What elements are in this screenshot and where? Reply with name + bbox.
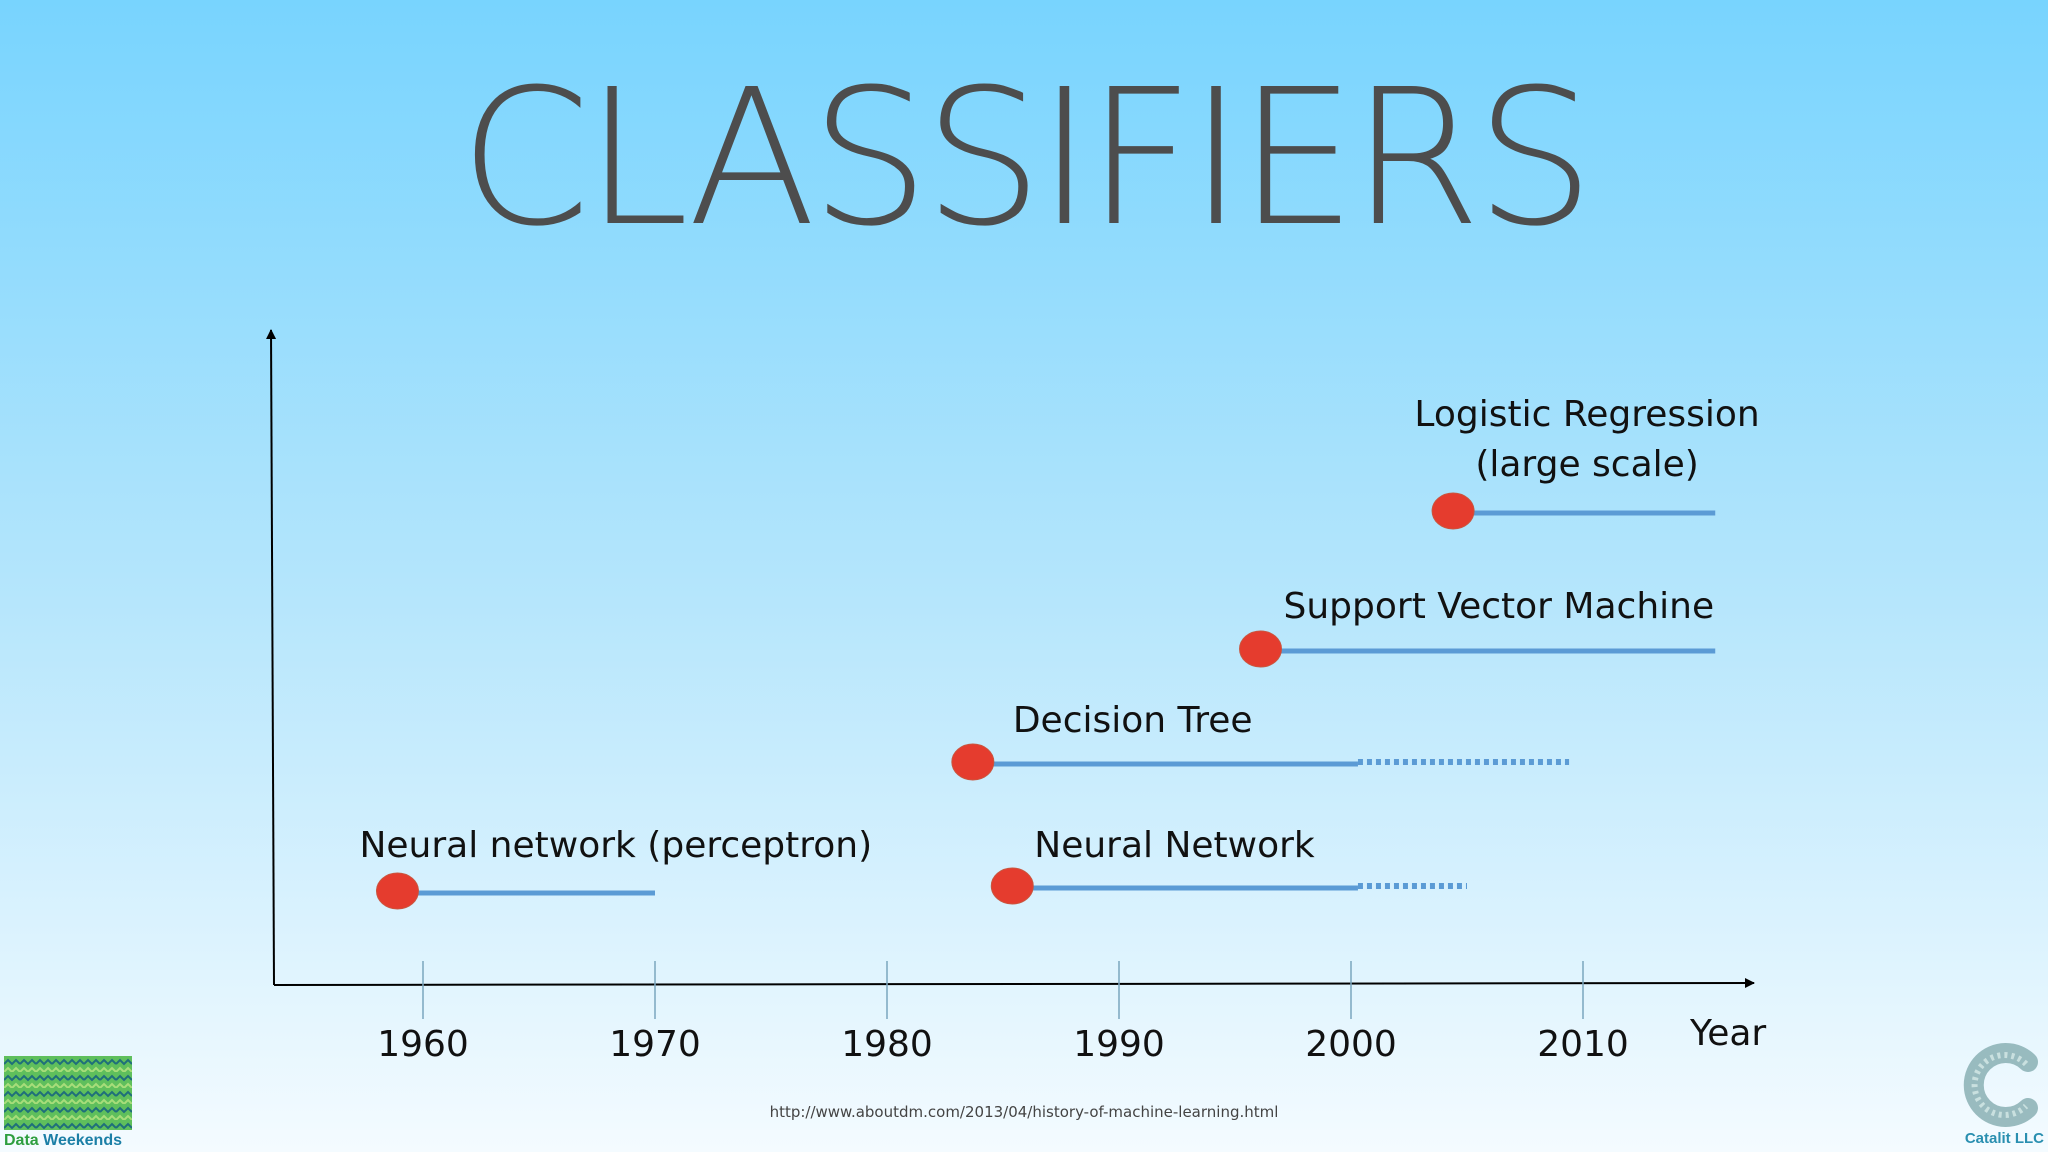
neural-network-perceptron-label: Neural network (perceptron) [359,825,872,866]
logistic-regression-label-line-1: Logistic Regression [1414,394,1759,435]
x-tick-label-2010: 2010 [1537,1024,1629,1065]
support-vector-machine-label: Support Vector Machine [1284,586,1715,627]
neural-network-marker [990,867,1034,905]
logo-text-data: Data [4,1132,39,1149]
data-weekends-logo: Data Weekends [4,1056,134,1152]
support-vector-machine-marker [1239,630,1283,668]
catalit-logo: Catalit LLC [1958,1040,2048,1152]
y-axis [266,329,277,986]
x-tick-label-1970: 1970 [609,1024,701,1065]
neural-network-perceptron-marker [375,872,419,910]
x-tick-label-2000: 2000 [1305,1024,1397,1065]
decision-tree-marker [951,743,995,781]
x-tick-label-1960: 1960 [377,1024,469,1065]
logo-text-weekends: Weekends [38,1132,122,1149]
source-url: http://www.aboutdm.com/2013/04/history-o… [769,1103,1279,1121]
decision-tree-label: Decision Tree [1013,700,1253,741]
slide-title: CLASSIFIERS [459,49,1594,268]
logistic-regression-label-line-2: (large scale) [1475,444,1699,485]
x-tick-label-1980: 1980 [841,1024,933,1065]
logistic-regression-marker [1431,492,1475,530]
x-axis-label: Year [1689,1013,1766,1054]
x-axis [273,978,1755,989]
neural-network-label: Neural Network [1034,825,1315,866]
catalit-text: Catalit LLC [1964,1130,2044,1147]
pattern-icon [4,1056,132,1130]
catalit-c-icon [1963,1043,2038,1127]
x-tick-label-1990: 1990 [1073,1024,1165,1065]
